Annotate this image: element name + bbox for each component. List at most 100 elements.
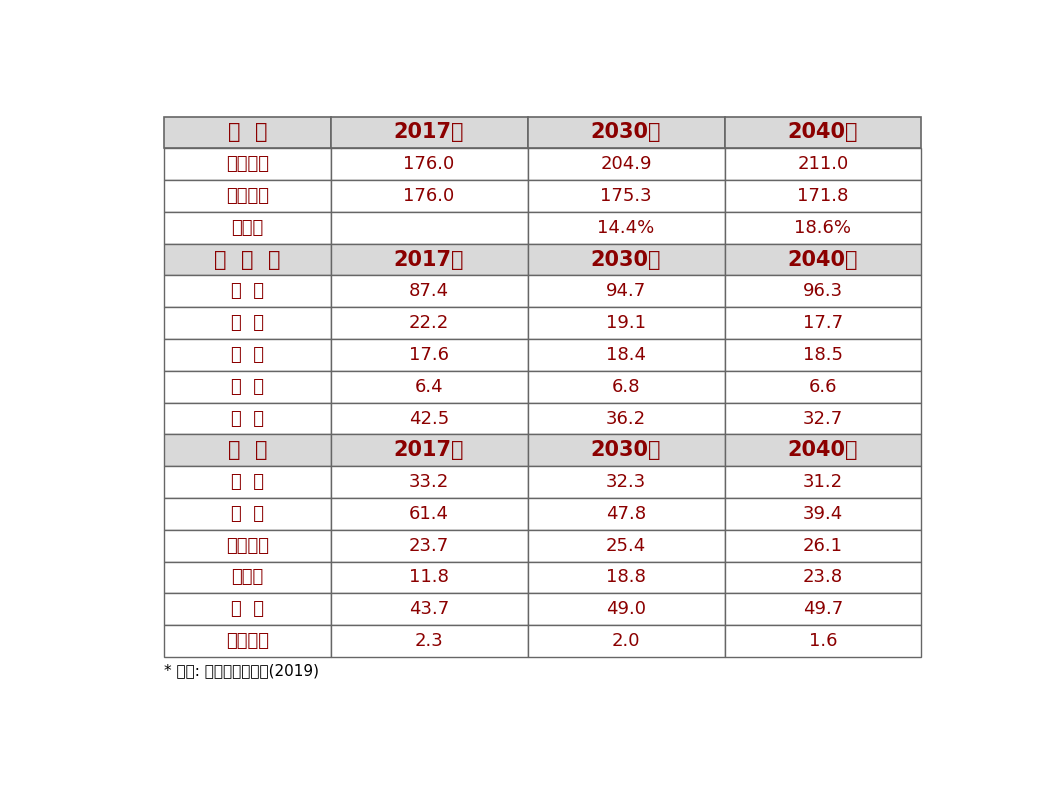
Text: 도시가스: 도시가스 <box>226 537 269 554</box>
Bar <box>724 212 922 243</box>
Text: 2017년: 2017년 <box>394 440 465 460</box>
Text: 신재생: 신재생 <box>231 569 264 587</box>
Bar <box>331 403 528 435</box>
Text: 22.2: 22.2 <box>409 314 449 332</box>
Text: 2030년: 2030년 <box>591 250 661 270</box>
Bar <box>724 307 922 339</box>
Text: 39.4: 39.4 <box>803 505 843 523</box>
Text: 감축율: 감축율 <box>231 219 264 237</box>
Bar <box>164 498 331 530</box>
Text: 31.2: 31.2 <box>803 473 843 491</box>
Text: 14.4%: 14.4% <box>597 219 655 237</box>
Bar <box>528 180 724 212</box>
Text: 26.1: 26.1 <box>803 537 843 554</box>
Bar <box>724 498 922 530</box>
Bar <box>331 593 528 625</box>
Bar <box>724 593 922 625</box>
Bar <box>724 530 922 561</box>
Text: 2017년: 2017년 <box>394 122 465 143</box>
Text: 18.6%: 18.6% <box>795 219 851 237</box>
Text: 18.5: 18.5 <box>803 346 843 364</box>
Text: 열에너지: 열에너지 <box>226 632 269 650</box>
Text: 6.8: 6.8 <box>612 377 640 396</box>
Text: 17.6: 17.6 <box>409 346 449 364</box>
Text: 47.8: 47.8 <box>606 505 646 523</box>
Bar <box>528 275 724 307</box>
Text: 가  정: 가 정 <box>231 314 264 332</box>
Text: 23.7: 23.7 <box>409 537 449 554</box>
Text: 2.3: 2.3 <box>415 632 444 650</box>
Bar <box>724 339 922 371</box>
Text: 42.5: 42.5 <box>409 409 449 427</box>
Bar <box>164 403 331 435</box>
Bar <box>164 117 331 148</box>
Bar <box>331 212 528 243</box>
Text: 원  별: 원 별 <box>227 440 267 460</box>
Text: * 출처: 산업통상자원부(2019): * 출처: 산업통상자원부(2019) <box>164 663 318 678</box>
Text: 94.7: 94.7 <box>606 282 646 301</box>
Bar <box>724 117 922 148</box>
Text: 구  분: 구 분 <box>227 122 267 143</box>
Bar <box>164 339 331 371</box>
Text: 25.4: 25.4 <box>606 537 646 554</box>
Text: 2017년: 2017년 <box>394 250 465 270</box>
Text: 17.7: 17.7 <box>803 314 843 332</box>
Bar <box>331 561 528 593</box>
Text: 석  탄: 석 탄 <box>231 473 264 491</box>
Text: 공  공: 공 공 <box>231 377 264 396</box>
Text: 49.0: 49.0 <box>606 600 646 619</box>
Bar <box>164 212 331 243</box>
Bar <box>164 466 331 498</box>
Bar <box>331 435 528 466</box>
Text: 6.6: 6.6 <box>808 377 838 396</box>
Bar <box>724 561 922 593</box>
Text: 전  력: 전 력 <box>231 600 264 619</box>
Text: 18.4: 18.4 <box>606 346 646 364</box>
Text: 기준수요: 기준수요 <box>226 155 269 173</box>
Bar <box>528 371 724 403</box>
Text: 87.4: 87.4 <box>409 282 449 301</box>
Bar <box>164 561 331 593</box>
Bar <box>528 212 724 243</box>
Text: 176.0: 176.0 <box>404 155 455 173</box>
Bar <box>331 307 528 339</box>
Bar <box>528 435 724 466</box>
Text: 11.8: 11.8 <box>409 569 449 587</box>
Bar <box>331 625 528 657</box>
Bar <box>331 498 528 530</box>
Bar <box>724 148 922 180</box>
Text: 43.7: 43.7 <box>409 600 449 619</box>
Text: 36.2: 36.2 <box>606 409 646 427</box>
Bar <box>331 243 528 275</box>
Bar <box>528 561 724 593</box>
Bar <box>164 148 331 180</box>
Text: 211.0: 211.0 <box>798 155 848 173</box>
Bar <box>724 435 922 466</box>
Bar <box>528 339 724 371</box>
Text: 23.8: 23.8 <box>803 569 843 587</box>
Bar <box>164 243 331 275</box>
Bar <box>164 180 331 212</box>
Bar <box>331 530 528 561</box>
Text: 6.4: 6.4 <box>415 377 444 396</box>
Text: 32.3: 32.3 <box>606 473 646 491</box>
Bar <box>528 307 724 339</box>
Text: 2040년: 2040년 <box>788 250 859 270</box>
Text: 19.1: 19.1 <box>606 314 646 332</box>
Bar <box>331 371 528 403</box>
Bar <box>528 593 724 625</box>
Bar <box>528 466 724 498</box>
Bar <box>528 403 724 435</box>
Bar <box>528 117 724 148</box>
Bar <box>724 403 922 435</box>
Text: 204.9: 204.9 <box>600 155 652 173</box>
Bar <box>164 307 331 339</box>
Text: 2.0: 2.0 <box>612 632 640 650</box>
Bar <box>724 275 922 307</box>
Bar <box>164 530 331 561</box>
Bar <box>724 371 922 403</box>
Text: 175.3: 175.3 <box>600 187 652 205</box>
Text: 석  유: 석 유 <box>231 505 264 523</box>
Text: 수  송: 수 송 <box>231 409 264 427</box>
Text: 49.7: 49.7 <box>803 600 843 619</box>
